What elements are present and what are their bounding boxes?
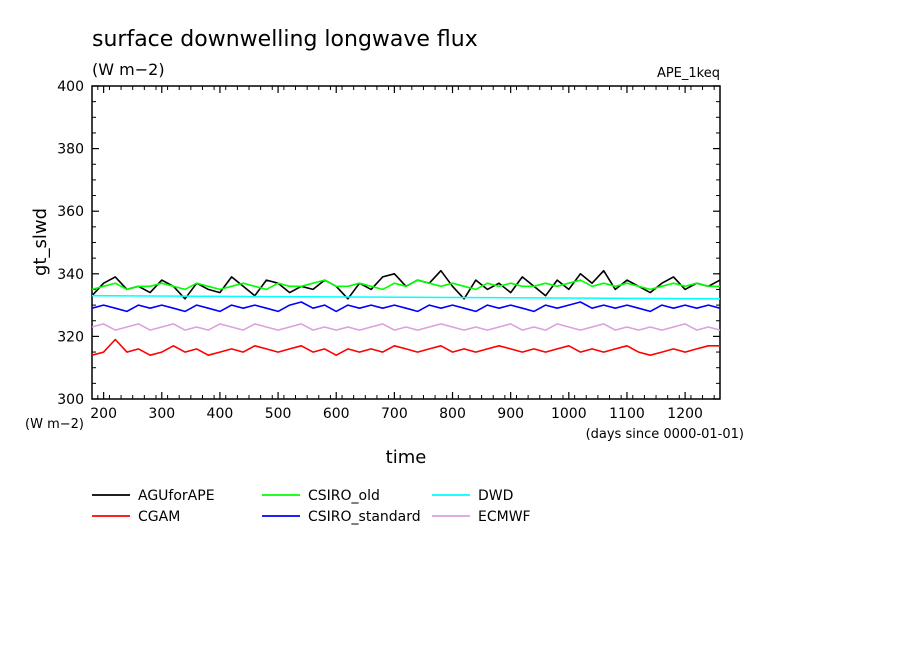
- x-axis-label: time: [386, 447, 427, 468]
- y-tick-label: 360: [57, 204, 84, 220]
- x-tick-label: 800: [439, 406, 466, 422]
- x-tick-label: 400: [207, 406, 234, 422]
- x-tick-label: 1200: [667, 406, 703, 422]
- legend-label: CGAM: [138, 509, 180, 525]
- y-tick-label: 380: [57, 142, 84, 158]
- x-tick-label: 500: [265, 406, 292, 422]
- y-tick-label: 300: [57, 392, 84, 408]
- x-tick-label: 700: [381, 406, 408, 422]
- legend-label: ECMWF: [478, 509, 531, 525]
- y-tick-label: 320: [57, 329, 84, 345]
- series-line-dwd: [91, 294, 721, 300]
- y-tick-label: 400: [57, 79, 84, 95]
- y-tick-label: 340: [57, 267, 84, 283]
- legend-label: CSIRO_standard: [308, 509, 421, 525]
- x-axis-units: (days since 0000-01-01): [586, 427, 744, 442]
- chart-units: (W m−2): [92, 60, 165, 79]
- series-line-csiro-standard: [91, 301, 721, 313]
- legend-label: DWD: [478, 488, 513, 504]
- y-axis-units: (W m−2): [25, 417, 84, 432]
- x-tick-label: 200: [90, 406, 117, 422]
- legend: AGUforAPE CGAM CSIRO_old CSIRO_standard DWD E…: [92, 488, 531, 525]
- x-tick-label: 1000: [551, 406, 587, 422]
- x-axis: 200 300 400 500 600 700 800 900 1000 1100 1200: [90, 86, 715, 422]
- x-tick-label: 1100: [609, 406, 645, 422]
- series-line-cgam: [91, 338, 720, 357]
- legend-label: CSIRO_old: [308, 488, 380, 504]
- x-tick-label: 600: [323, 406, 350, 422]
- x-tick-label: 900: [497, 406, 524, 422]
- plot-series: [91, 269, 721, 357]
- series-line-csiro-old: [91, 279, 720, 291]
- series-line-aguforape: [91, 269, 721, 300]
- x-tick-label: 300: [148, 406, 175, 422]
- legend-label: AGUforAPE: [138, 488, 215, 504]
- y-axis: 300 320 340 360 380 400: [57, 79, 720, 408]
- y-axis-label: gt_slwd: [30, 208, 51, 276]
- series-line-ecmwf: [91, 323, 721, 331]
- chart-title: surface downwelling longwave flux: [92, 27, 478, 52]
- experiment-label: APE_1keq: [657, 66, 720, 81]
